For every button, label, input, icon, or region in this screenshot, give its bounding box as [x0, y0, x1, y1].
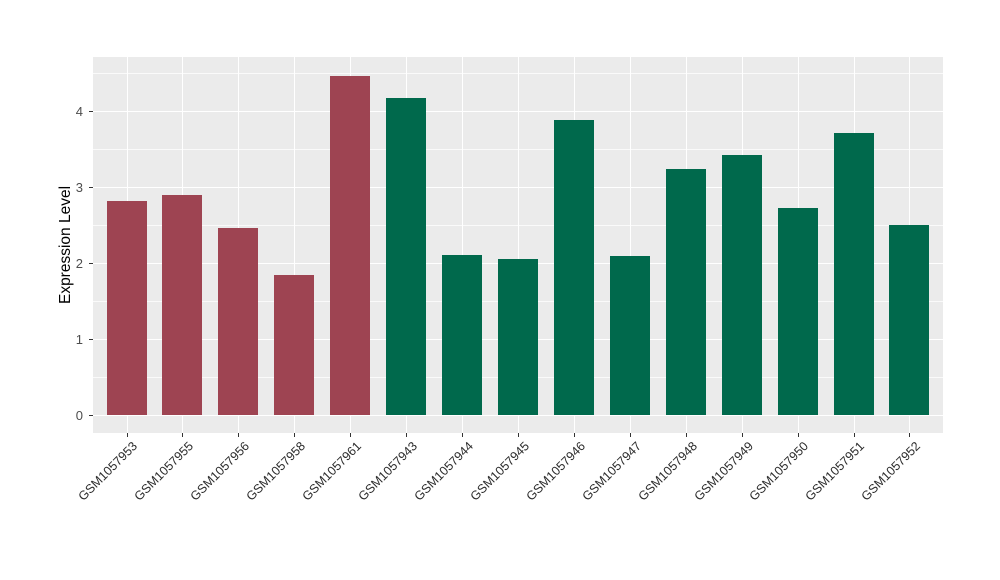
x-tick-label-text: GSM1057946 — [523, 439, 588, 504]
x-tick-mark — [685, 433, 687, 437]
x-tick-mark — [629, 433, 631, 437]
x-tick-label-text: GSM1057952 — [858, 439, 924, 504]
bar — [330, 75, 371, 415]
x-tick-label-text: GSM1057961 — [299, 439, 365, 504]
x-tick-label-text: GSM1057956 — [187, 439, 253, 504]
chart-panel — [93, 57, 943, 433]
x-tick-mark — [797, 433, 799, 437]
x-tick-mark — [573, 433, 575, 437]
x-tick-label-text: GSM1057943 — [355, 439, 421, 504]
x-tick-mark — [518, 433, 519, 437]
y-tick-mark — [89, 339, 93, 341]
x-tick-mark — [741, 433, 743, 437]
y-tick-label: 2 — [75, 255, 83, 271]
y-tick-label: 1 — [75, 331, 83, 347]
bar — [274, 274, 315, 415]
x-tick-label-text: GSM1057955 — [131, 439, 197, 504]
x-tick-label-text: GSM1057945 — [467, 439, 532, 504]
x-tick-mark — [294, 433, 296, 437]
x-tick-mark — [406, 433, 408, 437]
x-tick-label-text: GSM1057944 — [411, 439, 476, 504]
x-tick-label-text: GSM1057951 — [802, 439, 868, 504]
y-tick-mark — [89, 111, 93, 113]
x-tick-mark — [853, 433, 855, 437]
bar — [498, 258, 538, 415]
x-tick-mark — [462, 433, 464, 437]
y-axis-title: Expression Level — [57, 185, 75, 305]
y-tick-label: 0 — [75, 407, 83, 423]
x-tick-mark — [909, 433, 911, 437]
bar — [609, 255, 650, 415]
bar — [833, 132, 874, 415]
bar — [721, 154, 762, 415]
y-tick-label: 3 — [75, 179, 83, 195]
bar — [162, 194, 203, 415]
gridline-vertical — [518, 57, 519, 433]
gridline-vertical — [462, 57, 464, 433]
y-tick-mark — [89, 415, 93, 416]
bar — [665, 169, 706, 415]
bar — [442, 254, 483, 415]
x-tick-label-text: GSM1057950 — [747, 439, 812, 504]
bar — [218, 227, 259, 415]
x-tick-mark — [238, 433, 240, 437]
y-tick-mark — [89, 187, 93, 189]
x-tick-label-text: GSM1057958 — [243, 439, 309, 504]
x-tick-mark — [182, 433, 184, 437]
bar — [777, 207, 818, 415]
gridline-vertical — [629, 57, 631, 433]
x-tick-label-text: GSM1057948 — [635, 439, 700, 504]
bar — [386, 98, 427, 415]
x-tick-mark — [126, 433, 128, 437]
bar — [553, 119, 594, 415]
bar — [106, 200, 147, 415]
y-tick-label: 4 — [75, 103, 83, 119]
gridline-vertical — [294, 57, 296, 433]
x-tick-label-text: GSM1057953 — [76, 439, 141, 504]
x-tick-mark — [350, 433, 352, 437]
bar — [889, 225, 930, 415]
x-tick-label-text: GSM1057947 — [579, 439, 644, 504]
y-tick-mark — [89, 263, 93, 265]
